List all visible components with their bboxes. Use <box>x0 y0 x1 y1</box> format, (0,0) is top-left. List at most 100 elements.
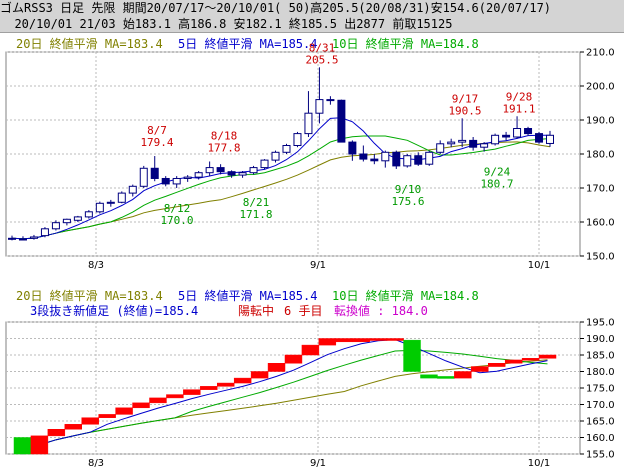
bottom-brick-up <box>217 382 235 387</box>
bottom-brick-up <box>233 377 252 384</box>
bottom-brick-up <box>521 358 540 361</box>
bottom-brick-up <box>538 354 557 359</box>
top-candle-body-up <box>183 176 192 179</box>
bottom-legend-ma20: 20日 終値平滑 MA=183.4 <box>16 289 163 303</box>
bottom-brick-up <box>284 354 303 364</box>
top-annotation-value: 190.5 <box>448 104 481 117</box>
top-y-tick-label: 190.0 <box>586 116 615 127</box>
top-legend-ma20: 20日 終値平滑 MA=183.4 <box>16 37 163 51</box>
top-candle-body-up <box>447 141 456 145</box>
bottom-plot-area <box>5 321 581 455</box>
top-candle-body-up <box>117 192 126 203</box>
bottom-legend-ma5: 5日 終値平滑 MA=185.4 <box>178 289 318 303</box>
top-candle-body-up <box>29 236 38 239</box>
top-candle-body-up <box>205 167 214 174</box>
top-candle-body-up <box>139 167 148 187</box>
top-candle-body-up <box>249 167 258 174</box>
top-candle-body-down <box>414 155 423 165</box>
top-annotation-date: 9/24 <box>484 166 511 179</box>
top-candle-body-up <box>106 201 115 204</box>
bottom-x-tick-label: 8/3 <box>88 458 104 469</box>
top-candle-body-up <box>436 143 445 153</box>
bottom-y-tick-label: 195.0 <box>586 318 615 329</box>
bottom-brick-up <box>471 366 489 372</box>
top-candle-body-up <box>282 145 291 153</box>
bottom-brick-up <box>81 417 99 425</box>
top-annotation-value: 175.6 <box>391 195 424 208</box>
top-annotation-value: 180.7 <box>480 178 513 191</box>
top-candle-body-up <box>491 134 500 145</box>
top-candle-body-up <box>194 172 203 178</box>
top-candle-body-down <box>392 151 401 167</box>
top-candle-body-up <box>51 222 60 230</box>
bottom-ma5-line <box>22 338 548 455</box>
top-candle-body-down <box>216 167 225 173</box>
top-candle-body-up <box>128 185 137 194</box>
top-ma5-line <box>11 117 550 240</box>
bottom-brick-up <box>335 338 353 343</box>
top-y-tick-label: 180.0 <box>586 150 615 161</box>
bottom-brick-up <box>301 344 320 356</box>
top-plot-area <box>5 51 581 257</box>
top-candle-body-up <box>18 238 27 241</box>
top-candle-body-up <box>84 211 93 218</box>
bottom-brick-down <box>13 437 32 455</box>
top-annotation-date: 9/28 <box>506 90 533 103</box>
bottom-y-tick-label: 185.0 <box>586 351 615 362</box>
bottom-y-tick-label: 180.0 <box>586 367 615 378</box>
top-candle-body-down <box>524 128 533 135</box>
bottom-brick-up <box>166 394 184 399</box>
top-candle-body-down <box>150 167 159 179</box>
top-y-tick-label: 170.0 <box>586 184 615 195</box>
top-candle-body-up <box>172 177 181 185</box>
top-candle-body-up <box>40 228 49 237</box>
top-candle-body-down <box>359 153 368 160</box>
top-annotation-value: 177.8 <box>207 141 240 154</box>
bottom-y-tick-label: 160.0 <box>586 433 615 444</box>
top-candle-body-up <box>513 128 522 138</box>
bottom-legend-step: 6 手目 <box>284 304 323 318</box>
top-candle-body-up <box>315 99 324 114</box>
top-candle-body-up <box>62 218 71 224</box>
bottom-brick-up <box>115 407 133 415</box>
top-annotation-date: 9/17 <box>452 92 479 105</box>
top-candle-body-up <box>95 202 104 213</box>
top-y-tick-label: 200.0 <box>586 82 615 93</box>
top-candle-body-up <box>8 237 16 240</box>
bottom-legend-trend: 陽転中 <box>238 304 275 318</box>
top-candle-body-up <box>458 139 467 143</box>
top-annotation-value: 171.8 <box>239 208 272 221</box>
bottom-brick-down <box>437 376 455 379</box>
bottom-brick-up <box>318 338 337 346</box>
top-candle-body-up <box>271 151 280 161</box>
top-candle-body-up <box>381 151 390 162</box>
top-candle-body-down <box>370 158 379 162</box>
bottom-brick-down <box>403 339 421 372</box>
bottom-brick-up <box>267 363 286 372</box>
bottom-brick-up <box>132 402 150 409</box>
bottom-brick-up <box>64 424 82 430</box>
top-y-tick-label: 150.0 <box>586 252 615 263</box>
top-candle-body-up <box>480 143 489 148</box>
bottom-brick-up <box>47 429 66 437</box>
bottom-brick-down <box>420 374 438 379</box>
chart-header-title: ゴムRSS3 日足 先限 期間20/07/17～20/10/01( 50)高20… <box>0 0 624 17</box>
bottom-legend-reversal: 転換値 : 184.0 <box>334 304 428 318</box>
top-candle-body-up <box>238 172 247 176</box>
bottom-brick-up <box>504 359 523 364</box>
bottom-y-tick-label: 170.0 <box>586 400 615 411</box>
top-candle-body-down <box>502 134 511 138</box>
top-candle-body-up <box>260 159 269 169</box>
bottom-y-tick-label: 165.0 <box>586 417 615 428</box>
top-candle-body-down <box>227 171 236 176</box>
top-x-tick-label: 10/1 <box>528 260 550 271</box>
top-x-tick-label: 9/1 <box>310 260 326 271</box>
bottom-brick-up <box>386 338 404 341</box>
top-annotation-value: 170.0 <box>160 214 193 227</box>
top-annotation-date: 9/10 <box>395 183 422 196</box>
bottom-brick-up <box>250 371 269 379</box>
bottom-brick-up <box>369 338 387 341</box>
bottom-y-tick-label: 190.0 <box>586 334 615 345</box>
top-candle-body-down <box>535 133 544 143</box>
